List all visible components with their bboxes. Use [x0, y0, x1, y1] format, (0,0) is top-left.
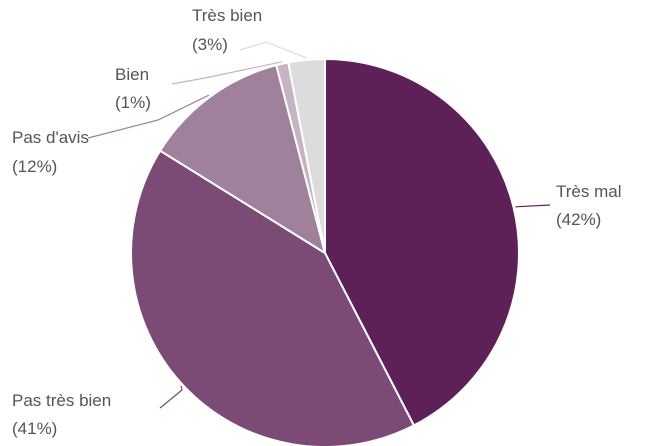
- slice-name-bien: Bien: [115, 65, 149, 84]
- slice-name-tres-bien: Très bien: [192, 6, 262, 25]
- leader-line-tres-bien: [239, 41, 307, 59]
- leader-line-tres-mal: [515, 204, 551, 208]
- slice-percent-pas-tres-bien: (41%): [12, 419, 57, 438]
- pie-slice-tres-mal: [324, 57, 520, 427]
- slice-label-tres-mal: Très mal: [556, 182, 622, 201]
- slice-label-pas-tres-bien: Pas très bien: [12, 391, 111, 410]
- slice-percent-bien: (1%): [115, 93, 151, 112]
- leader-lines: [87, 41, 551, 409]
- pie-slice-tres-bien: [287, 57, 326, 254]
- slice-name-tres-mal: Très mal: [556, 182, 622, 201]
- slice-label-bien: Bien: [115, 65, 149, 84]
- slice-label-tres-bien: Très bien: [192, 6, 262, 25]
- slice-name-pas-davis: Pas d'avis: [12, 128, 89, 147]
- slice-percent-pas-davis: (12%): [12, 157, 57, 176]
- slice-percent-tres-bien: (3%): [192, 35, 228, 54]
- leader-line-bien: [171, 61, 282, 85]
- slice-label-pas-davis: Pas d'avis: [12, 128, 89, 147]
- leader-line-pas-d-avis: [87, 94, 210, 139]
- slice-percent-tres-mal: (42%): [556, 210, 601, 229]
- slice-name-pas-tres-bien: Pas très bien: [12, 391, 111, 410]
- leader-line-pas-tres-bien: [159, 385, 183, 409]
- pie-slices: [130, 57, 520, 446]
- pie-slice-pas-d-avis: [158, 63, 327, 256]
